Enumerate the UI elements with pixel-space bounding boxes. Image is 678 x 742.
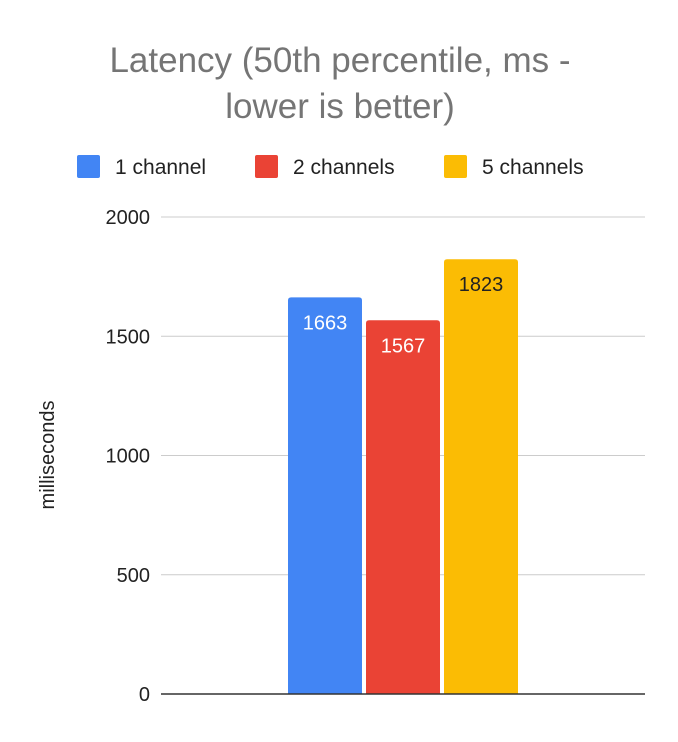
chart-title-line-1: Latency (50th percentile, ms - bbox=[109, 41, 570, 80]
y-tick-label: 2000 bbox=[106, 207, 151, 229]
legend-swatch bbox=[255, 155, 278, 178]
bar-value-label: 1663 bbox=[303, 312, 348, 334]
bar-value-label: 1823 bbox=[459, 274, 504, 296]
legend-label: 2 channels bbox=[293, 156, 395, 179]
bars: 1663 1567 1823 bbox=[288, 259, 518, 694]
legend-swatch bbox=[77, 155, 100, 178]
y-tick-label: 1000 bbox=[106, 446, 151, 468]
y-axis-label: milliseconds bbox=[37, 401, 59, 510]
legend-label: 5 channels bbox=[482, 156, 584, 179]
legend-item: 2 channels bbox=[255, 155, 395, 179]
bar bbox=[288, 297, 362, 694]
chart-title-line-2: lower is better) bbox=[225, 87, 455, 126]
legend: 1 channel 2 channels 5 channels bbox=[77, 155, 584, 179]
y-tick-label: 0 bbox=[139, 684, 150, 706]
legend-item: 5 channels bbox=[444, 155, 584, 179]
bar-value-label: 1567 bbox=[381, 335, 426, 357]
y-tick-label: 500 bbox=[117, 565, 150, 587]
y-tick-label: 1500 bbox=[106, 326, 151, 348]
legend-swatch bbox=[444, 155, 467, 178]
bar bbox=[444, 259, 518, 694]
legend-item: 1 channel bbox=[77, 155, 206, 179]
y-axis-ticks: 0 500 1000 1500 2000 bbox=[106, 207, 151, 706]
bar bbox=[366, 320, 440, 694]
legend-label: 1 channel bbox=[115, 156, 206, 179]
